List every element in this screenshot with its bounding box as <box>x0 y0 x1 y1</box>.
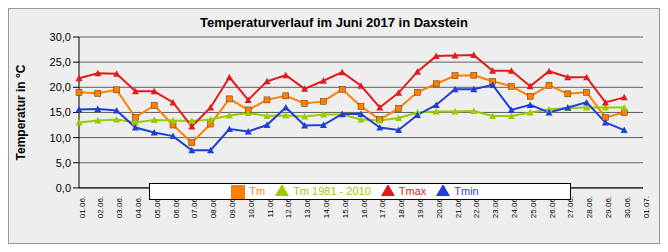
svg-text:0,0: 0,0 <box>56 182 71 194</box>
svg-text:20,0: 20,0 <box>50 81 71 93</box>
svg-text:28.06.: 28.06. <box>585 196 594 218</box>
svg-text:12.06.: 12.06. <box>284 196 293 218</box>
svg-text:07.06.: 07.06. <box>190 196 199 218</box>
html-text:Tm 1981 - 2010: Tm 1981 - 2010 <box>293 185 371 197</box>
svg-text:17.06.: 17.06. <box>378 196 387 218</box>
svg-text:19.06.: 19.06. <box>416 196 425 218</box>
svg-text:14.06.: 14.06. <box>322 196 331 218</box>
html-text:Tmax: Tmax <box>398 185 427 197</box>
svg-text:13.06.: 13.06. <box>303 196 312 218</box>
svg-text:04.06.: 04.06. <box>134 196 143 218</box>
svg-text:01.06.: 01.06. <box>78 196 87 218</box>
html-text:Tmin: Tmin <box>454 185 479 197</box>
svg-text:15.06.: 15.06. <box>341 196 350 218</box>
svg-text:24.06.: 24.06. <box>510 196 519 218</box>
svg-text:26.06.: 26.06. <box>548 196 557 218</box>
svg-text:25.06.: 25.06. <box>529 196 538 218</box>
html-text:Tm: Tm <box>249 185 266 197</box>
svg-text:27.06.: 27.06. <box>566 196 575 218</box>
svg-text:08.06.: 08.06. <box>209 196 218 218</box>
svg-text:03.06.: 03.06. <box>115 196 124 218</box>
svg-text:23.06.: 23.06. <box>491 196 500 218</box>
svg-text:30.06.: 30.06. <box>623 196 632 218</box>
svg-text:02.06.: 02.06. <box>96 196 105 218</box>
svg-text:22.06.: 22.06. <box>472 196 481 218</box>
svg-text:05.06.: 05.06. <box>153 196 162 218</box>
svg-text:21.06.: 21.06. <box>454 196 463 218</box>
svg-text:18.06.: 18.06. <box>397 196 406 218</box>
svg-text:09.06.: 09.06. <box>228 196 237 218</box>
svg-text:10.06.: 10.06. <box>247 196 256 218</box>
svg-text:5,0: 5,0 <box>56 157 71 169</box>
svg-text:11.06.: 11.06. <box>266 196 275 218</box>
svg-text:29.06.: 29.06. <box>604 196 613 218</box>
svg-text:01.07.: 01.07. <box>642 196 651 218</box>
svg-text:16.06.: 16.06. <box>360 196 369 218</box>
svg-text:25,0: 25,0 <box>50 56 71 68</box>
svg-text:20.06.: 20.06. <box>435 196 444 218</box>
html-text:Temperaturverlauf im Juni 2017: Temperaturverlauf im Juni 2017 in Daxste… <box>200 15 468 30</box>
svg-text:Temperatur in °C: Temperatur in °C <box>14 64 28 160</box>
svg-text:10,0: 10,0 <box>50 132 71 144</box>
svg-text:30,0: 30,0 <box>50 31 71 43</box>
svg-text:06.06.: 06.06. <box>172 196 181 218</box>
svg-text:15,0: 15,0 <box>50 106 71 118</box>
